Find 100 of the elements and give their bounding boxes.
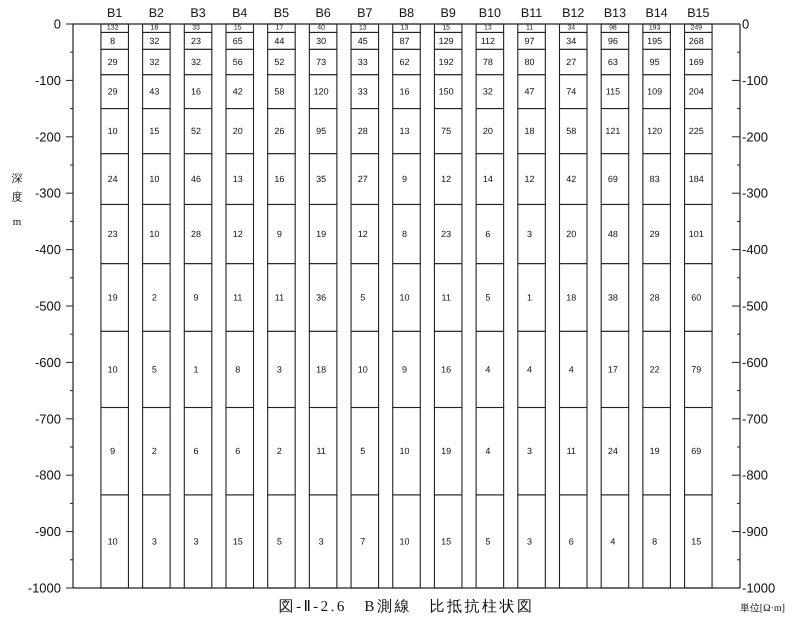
cell-note: 6 (485, 229, 490, 240)
cell-note: 10 (149, 229, 160, 240)
annotation: 単位[Ω·m] (740, 603, 785, 614)
xtick: B5 (274, 6, 290, 20)
cell-note: 4 (527, 364, 532, 374)
cell-note: 83 (650, 174, 660, 184)
xtick: B9 (440, 6, 456, 20)
cell-note: 32 (191, 57, 202, 68)
cell-note: 13 (400, 126, 410, 136)
cell-note: 46 (191, 174, 202, 184)
cell-note: 43 (149, 86, 160, 97)
cell-note: 19 (316, 229, 326, 240)
cell-note: 28 (191, 229, 202, 240)
cell-note: 9 (276, 229, 282, 240)
cell-note: 11 (233, 292, 242, 303)
cell-note: 8 (110, 36, 116, 46)
xtick: B2 (148, 6, 164, 20)
cell-note: 195 (647, 36, 662, 46)
cell-note: 32 (482, 86, 493, 97)
y2tick: -600 (742, 354, 768, 370)
cell-note: 169 (688, 57, 704, 68)
cell-note: 3 (276, 364, 282, 374)
cell-note: 62 (400, 57, 410, 68)
cell-note: 6 (194, 446, 199, 456)
y2tick: -1000 (742, 580, 776, 596)
cell-note: 101 (688, 229, 704, 240)
cell-note: 2 (152, 446, 157, 456)
cell-note: 3 (527, 536, 532, 546)
cell-note: 109 (647, 86, 662, 97)
ytick: -400 (34, 242, 61, 258)
cell-note: 32 (149, 36, 160, 46)
cell-note: 69 (608, 174, 618, 184)
cell-note: 5 (485, 292, 490, 303)
cell-note: 58 (566, 126, 576, 136)
xtick: B14 (646, 6, 668, 20)
cell-note: 12 (358, 229, 368, 240)
cell-note: 69 (691, 446, 702, 456)
cell-note: 18 (566, 292, 576, 303)
cell-note: 42 (232, 86, 243, 97)
cell-note: 36 (316, 292, 326, 303)
xtick: B4 (232, 6, 248, 20)
cell-note: 48 (608, 229, 618, 240)
cell-note: 16 (441, 364, 452, 374)
cell-note: 5 (360, 446, 366, 456)
cell-note: 15 (441, 536, 452, 546)
y2tick: -100 (742, 72, 768, 88)
cell-note: 20 (232, 126, 243, 136)
cell-note: 74 (566, 86, 576, 97)
cell-note: 12 (441, 174, 452, 184)
cell-note: 11 (316, 446, 326, 456)
cell-note: 16 (274, 174, 284, 184)
cell-note: 38 (608, 292, 618, 303)
cell-note: 26 (274, 126, 284, 136)
cell-note: 5 (360, 292, 366, 303)
cell-note: 63 (608, 57, 618, 68)
ytick: -200 (34, 129, 61, 144)
cell-note: 45 (358, 36, 368, 46)
cell-note: 96 (608, 36, 618, 46)
cell-note: 19 (108, 292, 118, 303)
ytick: -500 (34, 298, 61, 314)
cell-note: 33 (358, 57, 368, 68)
cell-note: 23 (441, 229, 452, 240)
cell-note: 16 (400, 86, 410, 97)
cell-note: 11 (442, 292, 451, 303)
cell-note: 115 (606, 86, 620, 97)
xtick: B13 (604, 6, 626, 20)
cell-note: 20 (482, 126, 493, 136)
cell-note: 87 (400, 36, 410, 46)
cell-note: 10 (400, 536, 410, 546)
cell-note: 192 (438, 57, 454, 68)
cell-note: 29 (650, 229, 660, 240)
cell-note: 7 (360, 536, 366, 546)
cell-note: 79 (691, 364, 702, 374)
y2tick: -200 (742, 129, 768, 144)
xtick: B1 (107, 6, 122, 20)
cell-note: 18 (316, 364, 326, 374)
cell-note: 10 (108, 536, 118, 546)
cell-note: 4 (485, 364, 490, 374)
cell-note: 28 (358, 126, 368, 136)
cell-note: 225 (688, 126, 704, 136)
xtick: B3 (190, 6, 206, 20)
cell-note: 10 (400, 446, 410, 456)
cell-note: 15 (149, 126, 160, 136)
ytick: -1000 (28, 580, 61, 596)
cell-note: 5 (485, 536, 490, 546)
cell-note: 11 (566, 446, 576, 456)
cell-note: 8 (402, 229, 407, 240)
cell-note: 2 (276, 446, 282, 456)
cell-note: 32 (149, 57, 160, 68)
ytick: -900 (34, 524, 61, 540)
cell-note: 112 (480, 36, 496, 46)
cell-note: 4 (568, 364, 574, 374)
cell-note: 6 (568, 536, 574, 546)
cell-note: 5 (152, 364, 157, 374)
ytick: -100 (34, 72, 61, 88)
ytick: -700 (34, 411, 61, 426)
y2tick: -400 (742, 242, 768, 258)
cell-note: 12 (232, 229, 243, 240)
xtick: B10 (478, 6, 501, 20)
cell-note: 47 (524, 86, 535, 97)
